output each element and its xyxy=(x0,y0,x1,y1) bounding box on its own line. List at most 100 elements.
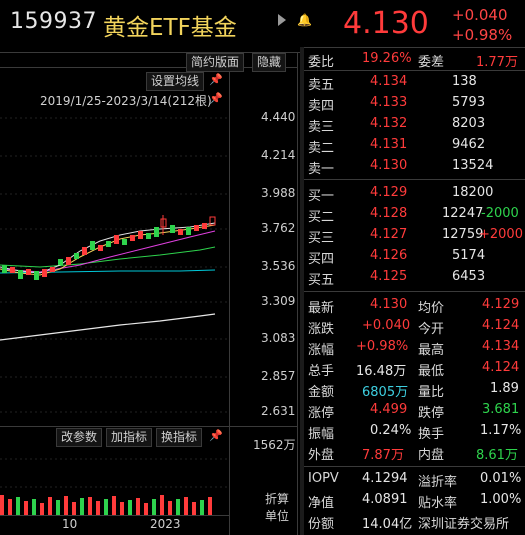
etf-row: IOPV 4.1294 溢折率 0.01% xyxy=(304,469,525,490)
x-tick: 2023 xyxy=(150,517,181,531)
buy-row[interactable]: 买一 4.129 18200 xyxy=(304,183,525,204)
etf-label: IOPV xyxy=(308,471,339,486)
committee-diff-value: 1.77万 xyxy=(476,55,518,70)
stat-value: 1.17% xyxy=(480,423,522,438)
buy-price: 4.125 xyxy=(370,269,408,284)
sell-price: 4.133 xyxy=(370,95,408,110)
date-range: 2019/1/25-2023/3/14(212根) xyxy=(40,94,212,108)
stat-label: 总手 xyxy=(308,364,335,379)
price-change-pct: +0.98% xyxy=(452,26,513,44)
stats-row: 涨幅 +0.98% 最高 4.134 xyxy=(304,337,525,358)
etf-value: 4.1294 xyxy=(362,471,408,486)
switch-indicator-button[interactable]: 换指标 xyxy=(156,428,203,447)
sell-price: 4.132 xyxy=(370,116,408,131)
volume-pane-border xyxy=(0,426,297,427)
buy-label: 买五 xyxy=(308,273,335,288)
stats-row: 涨停 4.499 跌停 3.681 xyxy=(304,400,525,421)
price-tick: 3.309 xyxy=(261,294,296,308)
pin-icon-3[interactable]: 📌 xyxy=(209,429,223,442)
stat-value: 1.89 xyxy=(490,381,519,396)
stats-row: 振幅 0.24% 换手 1.17% xyxy=(304,421,525,442)
price-tick: 3.083 xyxy=(261,331,296,345)
sell-volume: 9462 xyxy=(452,137,486,152)
buy-price: 4.129 xyxy=(370,185,408,200)
stock-name: 黄金ETF基金 xyxy=(103,15,237,41)
price-change: +0.040 xyxy=(452,6,508,24)
sell-label: 卖五 xyxy=(308,78,335,93)
sell-row[interactable]: 卖三 4.132 8203 xyxy=(304,114,525,135)
price-axis-divider xyxy=(229,68,230,535)
price-tick: 3.536 xyxy=(261,259,296,273)
volume-unit-label-2: 单位 xyxy=(265,509,290,523)
simple-layout-button[interactable]: 简约版面 xyxy=(186,53,245,72)
edit-params-button[interactable]: 改参数 xyxy=(56,428,103,447)
sell-row[interactable]: 卖五 4.134 138 xyxy=(304,72,525,93)
committee-diff-label: 委差 xyxy=(418,55,445,70)
buy-row[interactable]: 买三 4.127 12759 +2000 xyxy=(304,225,525,246)
etf-row: 份额 14.04亿 深圳证券交易所 xyxy=(304,511,525,532)
sell-price: 4.131 xyxy=(370,137,408,152)
buy-label: 买二 xyxy=(308,210,335,225)
volume-bars xyxy=(0,458,229,515)
etf-label: 净值 xyxy=(308,496,335,511)
candlestick-plot xyxy=(0,117,229,413)
pin-icon-2[interactable]: 📌 xyxy=(209,92,223,105)
sell-label: 卖一 xyxy=(308,162,335,177)
stat-label: 均价 xyxy=(418,301,445,316)
set-ma-button[interactable]: 设置均线 xyxy=(146,72,205,91)
play-icon[interactable] xyxy=(278,14,286,26)
sell-row[interactable]: 卖二 4.131 9462 xyxy=(304,135,525,156)
sell-row[interactable]: 卖四 4.133 5793 xyxy=(304,93,525,114)
stat-value: 4.129 xyxy=(482,297,520,312)
sell-price: 4.130 xyxy=(370,158,408,173)
sell-row[interactable]: 卖一 4.130 13524 xyxy=(304,156,525,177)
stat-label: 涨幅 xyxy=(308,343,335,358)
stat-label: 最高 xyxy=(418,343,445,358)
stat-value: 4.124 xyxy=(482,318,520,333)
kline-chart-pane[interactable]: 简约版面 隐藏 设置均线 📌 2019/1/25-2023/3/14(212根)… xyxy=(0,47,300,535)
buy-label: 买一 xyxy=(308,189,335,204)
sell-volume: 138 xyxy=(452,74,477,89)
stat-label: 最低 xyxy=(418,364,445,379)
buy-volume: 12759 xyxy=(442,227,484,242)
buy-diff: -2000 xyxy=(481,206,519,221)
stat-value: 6805万 xyxy=(362,385,409,400)
sell-volume: 5793 xyxy=(452,95,486,110)
bell-icon[interactable]: 🔔 xyxy=(297,13,312,27)
buy-row[interactable]: 买五 4.125 6453 xyxy=(304,267,525,288)
stats-row: 涨跌 +0.040 今开 4.124 xyxy=(304,316,525,337)
stat-value: 8.61万 xyxy=(476,448,518,463)
etf-row: 净值 4.0891 贴水率 1.00% xyxy=(304,490,525,511)
stat-label: 振幅 xyxy=(308,427,335,442)
chart-right-border xyxy=(297,52,298,535)
price-tick: 2.857 xyxy=(261,369,296,383)
sell-volume: 8203 xyxy=(452,116,486,131)
stats-row: 总手 16.48万 最低 4.124 xyxy=(304,358,525,379)
add-indicator-button[interactable]: 加指标 xyxy=(106,428,153,447)
panel-splitter[interactable] xyxy=(300,47,304,535)
stat-value: 4.124 xyxy=(482,360,520,375)
etf-value: 0.01% xyxy=(480,471,522,486)
last-price: 4.130 xyxy=(343,6,429,41)
sep xyxy=(304,179,525,180)
stat-label: 金额 xyxy=(308,385,335,400)
stock-code: 159937 xyxy=(10,9,97,34)
stat-value: 0.24% xyxy=(370,423,412,438)
hide-button[interactable]: 隐藏 xyxy=(252,53,287,72)
stat-label: 跌停 xyxy=(418,406,445,421)
pin-icon[interactable]: 📌 xyxy=(209,73,223,86)
toolbar-bottom-border xyxy=(0,67,297,68)
stat-label: 量比 xyxy=(418,385,445,400)
sell-label: 卖二 xyxy=(308,141,335,156)
buy-label: 买四 xyxy=(308,252,335,267)
stat-label: 涨跌 xyxy=(308,322,335,337)
buy-row[interactable]: 买四 4.126 5174 xyxy=(304,246,525,267)
price-tick: 2.631 xyxy=(261,404,296,418)
sell-label: 卖四 xyxy=(308,99,335,114)
buy-volume: 6453 xyxy=(452,269,486,284)
etf-label: 份额 xyxy=(308,517,335,532)
committee-row: 委比 19.26% 委差 1.77万 xyxy=(304,49,525,70)
buy-row[interactable]: 买二 4.128 12247 -2000 xyxy=(304,204,525,225)
sep xyxy=(304,70,525,71)
stat-value: 16.48万 xyxy=(356,364,407,379)
